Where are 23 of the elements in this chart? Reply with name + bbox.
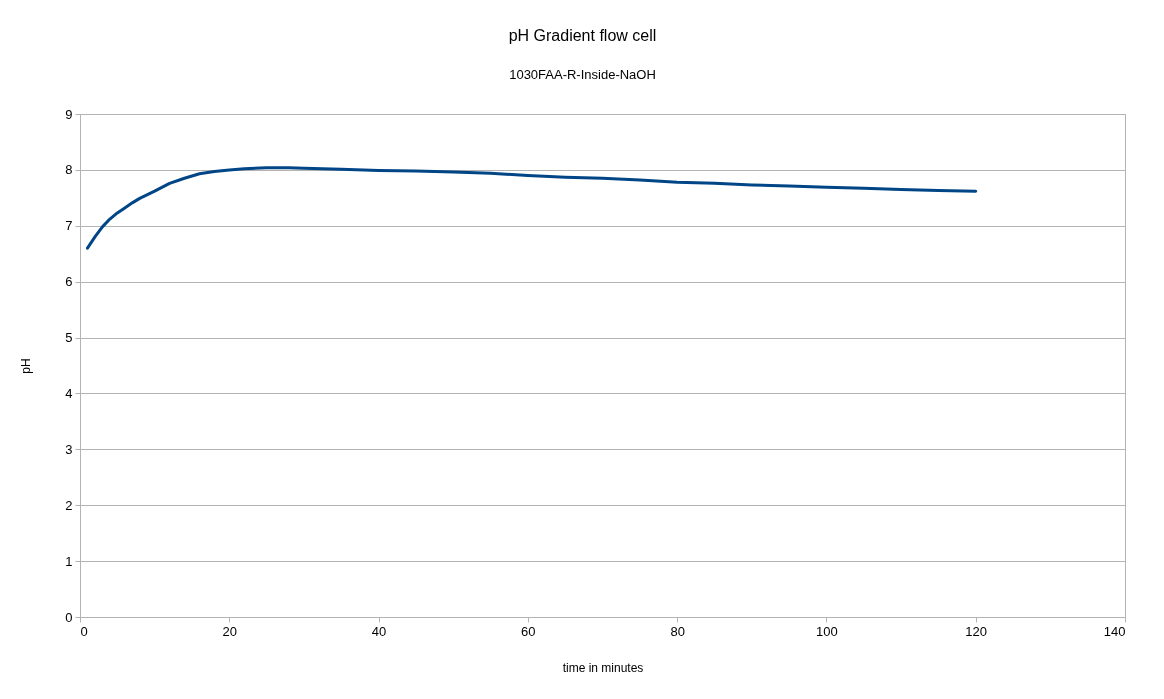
- y-tick-label: 7: [65, 218, 73, 234]
- x-tick-label: 100: [816, 623, 838, 639]
- y-tick-label: 2: [65, 497, 73, 513]
- chart-title: pH Gradient flow cell: [508, 27, 657, 44]
- x-tick-label: 0: [80, 623, 88, 639]
- chart-subtitle: 1030FAA-R-Inside-NaOH: [509, 67, 656, 82]
- y-axis-title: pH: [19, 358, 34, 374]
- y-tick-label: 3: [65, 441, 73, 457]
- x-tick-label: 80: [670, 623, 685, 639]
- y-tick-label: 1: [65, 553, 73, 569]
- y-tick-label: 8: [65, 162, 73, 178]
- y-tick-label: 9: [65, 106, 73, 122]
- y-tick-label: 5: [65, 330, 73, 346]
- x-tick-label: 140: [1103, 623, 1126, 639]
- x-tick-label: 40: [371, 623, 387, 639]
- y-tick-label: 0: [65, 609, 73, 625]
- x-tick-label: 60: [521, 623, 536, 639]
- y-tick-label: 6: [65, 274, 73, 290]
- x-axis-title: time in minutes: [562, 660, 644, 675]
- x-tick-label: 120: [965, 623, 988, 639]
- y-tick-label: 4: [65, 385, 73, 401]
- line-series: [85, 166, 978, 250]
- x-tick-label: 20: [222, 623, 238, 639]
